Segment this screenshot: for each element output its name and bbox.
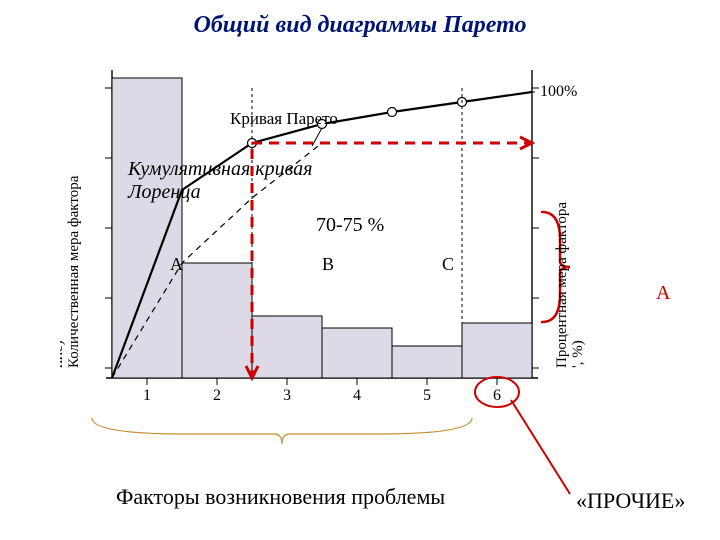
svg-text:Процентная мера фактора: Процентная мера фактора: [554, 202, 570, 368]
svg-text:ние): ние): [60, 340, 66, 368]
page-title: Общий вид диаграммы Парето: [0, 12, 720, 39]
svg-text:3: 3: [283, 387, 291, 404]
svg-text:2: 2: [213, 387, 221, 404]
svg-text:A: A: [170, 254, 183, 274]
svg-text:5: 5: [423, 387, 431, 404]
svg-text:C: C: [442, 254, 454, 274]
pareto-chart: 1 2 3 4 5 6 A B C 100% Кривая Парето Количественная…: [60, 64, 642, 412]
svg-text:1: 1: [143, 387, 151, 404]
svg-text:', %): ', %): [570, 340, 586, 368]
svg-text:100%: 100%: [540, 83, 577, 100]
percent-annotation: 70-75 %: [316, 214, 384, 237]
svg-text:B: B: [322, 254, 334, 274]
proch-label: «ПРОЧИЕ»: [576, 488, 685, 514]
svg-text:6: 6: [493, 387, 501, 404]
svg-text:4: 4: [353, 387, 361, 404]
svg-text:Кривая Парето: Кривая Парето: [230, 109, 338, 128]
right-brace-label: А: [656, 282, 670, 305]
svg-text:Количественная мера фактора: Количественная мера фактора: [66, 175, 82, 368]
lorenz-annotation: Кумулятивная криваяЛоренца: [128, 158, 312, 204]
bottom-caption: Факторы возникновения проблемы: [116, 484, 445, 510]
pareto-svg: 1 2 3 4 5 6 A B C 100% Кривая Парето Количественная…: [60, 64, 642, 504]
